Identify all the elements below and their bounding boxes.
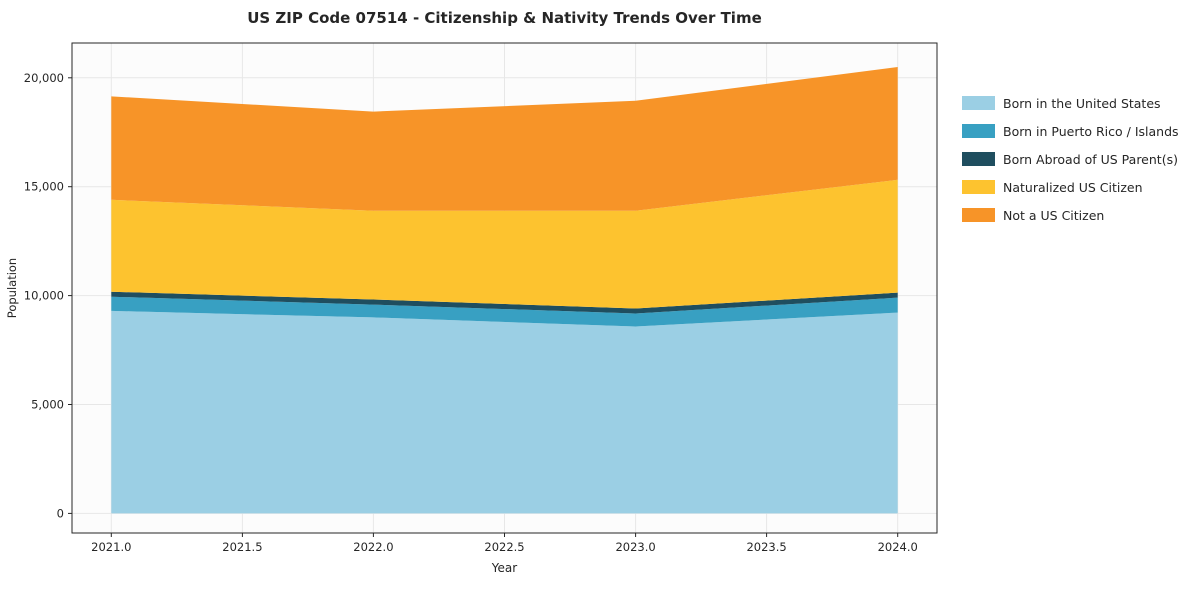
area-series-1 <box>111 296 898 327</box>
legend-swatch-1 <box>962 124 995 138</box>
x-tick-label: 2023.5 <box>746 540 786 554</box>
legend-label-1: Born in Puerto Rico / Islands <box>1003 124 1179 139</box>
area-series-4 <box>111 67 898 211</box>
y-tick-label: 15,000 <box>24 180 64 194</box>
x-axis-label: Year <box>491 561 517 575</box>
x-tick-label: 2021.5 <box>222 540 262 554</box>
legend-swatch-3 <box>962 180 995 194</box>
x-tick-label: 2024.0 <box>878 540 918 554</box>
legend-label-3: Naturalized US Citizen <box>1003 180 1143 195</box>
chart-title: US ZIP Code 07514 - Citizenship & Nativi… <box>247 9 762 27</box>
area-series-0 <box>111 310 898 514</box>
x-tick-label: 2023.0 <box>615 540 655 554</box>
y-tick-label: 5,000 <box>31 398 64 412</box>
y-tick-label: 10,000 <box>24 289 64 303</box>
ticks: 2021.0 2021.5 2022.0 2022.5 2023.0 2023.5 2024… <box>24 71 918 554</box>
stacked-areas <box>111 67 898 514</box>
legend-swatch-2 <box>962 152 995 166</box>
y-axis-label: Population <box>5 258 19 318</box>
x-tick-label: 2021.0 <box>91 540 131 554</box>
x-tick-label: 2022.0 <box>353 540 393 554</box>
legend-swatch-4 <box>962 208 995 222</box>
legend-swatch-0 <box>962 96 995 110</box>
y-tick-label: 0 <box>57 506 64 520</box>
area-series-2 <box>111 291 898 314</box>
legend: Born in the United States Born in Puerto … <box>962 96 1179 223</box>
area-series-3 <box>111 179 898 309</box>
legend-label-0: Born in the United States <box>1003 96 1161 111</box>
y-tick-label: 20,000 <box>24 71 64 85</box>
legend-label-4: Not a US Citizen <box>1003 208 1104 223</box>
legend-label-2: Born Abroad of US Parent(s) <box>1003 152 1178 167</box>
x-tick-label: 2022.5 <box>484 540 524 554</box>
